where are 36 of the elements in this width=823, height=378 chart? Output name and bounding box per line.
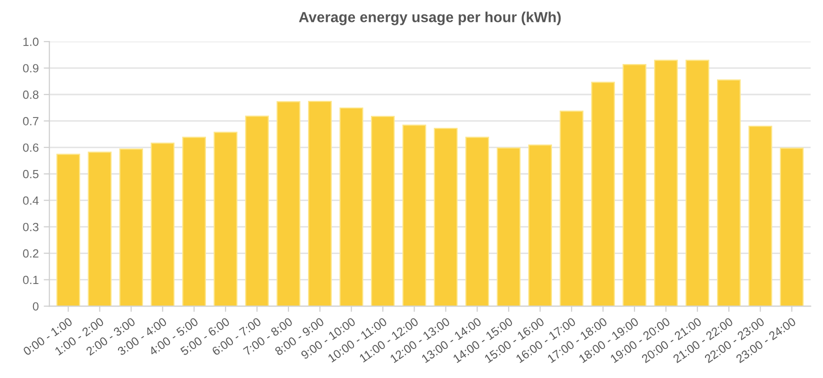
bar (434, 128, 458, 306)
y-tick-label: 0.1 (23, 276, 38, 284)
bar (150, 142, 175, 306)
bar (591, 82, 615, 306)
bar (88, 152, 112, 306)
y-tick-label: 0.6 (23, 143, 38, 152)
bar (654, 60, 678, 306)
bar (528, 144, 552, 306)
y-tick-label: 0 (32, 302, 38, 311)
bar (716, 79, 741, 306)
bar (370, 116, 395, 306)
bar (622, 64, 646, 306)
bar (402, 124, 426, 306)
y-tick-label: 1.0 (23, 38, 39, 46)
bar (182, 136, 206, 306)
y-tick-label: 0.4 (23, 196, 39, 205)
y-tick-label: 0.7 (23, 116, 38, 126)
bar (686, 60, 710, 306)
bar (780, 148, 804, 306)
bar (245, 116, 269, 306)
chart-title: Average energy usage per hour (kWh) (298, 12, 561, 26)
bar (339, 107, 364, 306)
y-tick-label: 0.8 (23, 90, 38, 99)
bar (748, 126, 772, 306)
bar (119, 148, 144, 306)
y-tick-label: 0.9 (23, 64, 38, 72)
bar (214, 132, 238, 306)
bar (560, 110, 584, 306)
bar (496, 147, 521, 306)
bar (465, 136, 490, 306)
bar (276, 101, 300, 306)
y-tick-label: 0.5 (23, 170, 38, 178)
y-tick-label: 0.2 (23, 249, 38, 258)
bar (56, 154, 80, 306)
bar (308, 100, 332, 306)
y-tick-label: 0.3 (23, 222, 38, 232)
